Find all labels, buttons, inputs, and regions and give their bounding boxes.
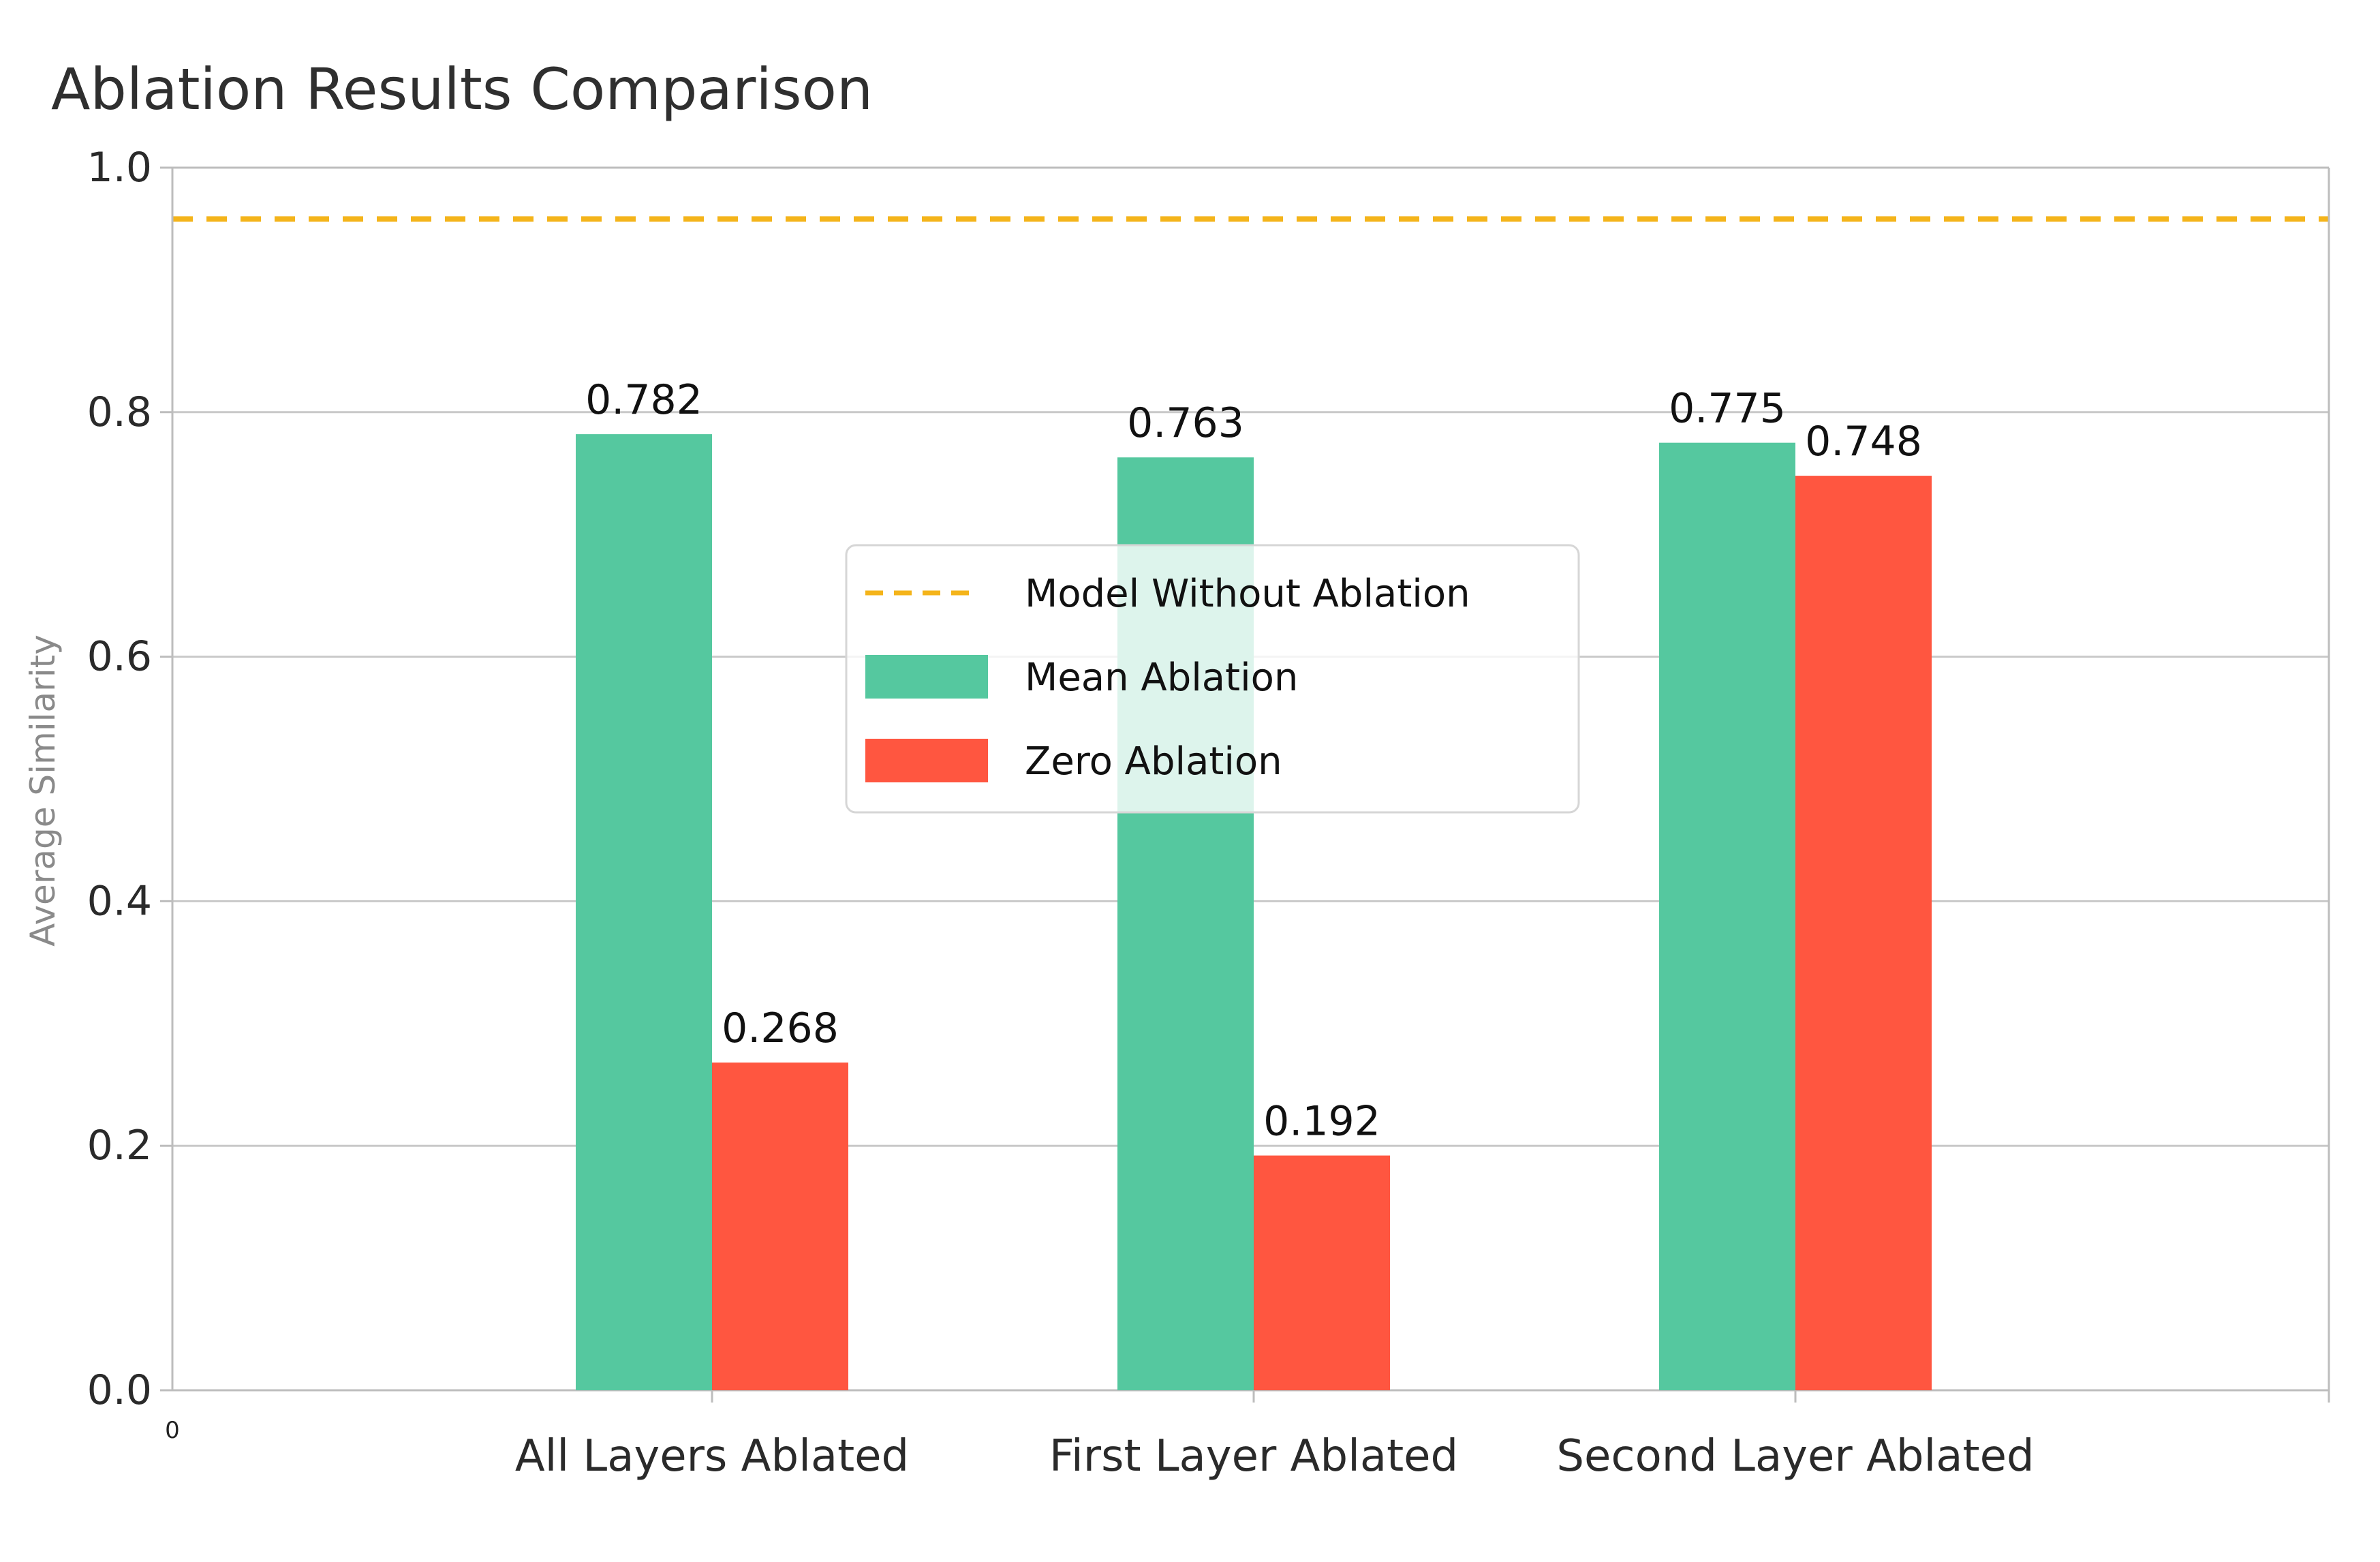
legend-label: Mean Ablation (1025, 656, 1298, 700)
x-tick-label: Second Layer Ablated (1556, 1431, 2034, 1482)
data-labels: 0.782 0.268 0.763 0.192 0.775 0.748 (585, 376, 1922, 1145)
data-label: 0.782 (585, 376, 702, 424)
legend-swatch-zero (865, 739, 988, 782)
data-label: 0.268 (722, 1005, 839, 1052)
legend-label: Model Without Ablation (1025, 572, 1470, 616)
legend: Model Without Ablation Mean Ablation Zero … (845, 544, 1580, 814)
legend-swatch-mean (865, 655, 988, 699)
axes: 0.0 0.2 0.4 0.6 0.8 1.0 All Layers Ablated Firs… (87, 144, 2330, 1482)
x-tick-label: All Layers Ablated (515, 1431, 909, 1482)
y-tick-label: 0.6 (87, 633, 152, 681)
y-tick-label: 0.0 (87, 1366, 152, 1414)
bar-zero-ablation (712, 1062, 848, 1390)
bar-zero-ablation (1795, 476, 1932, 1390)
y-tick-label: 0.8 (87, 388, 152, 436)
x-tick-label: First Layer Ablated (1049, 1431, 1458, 1482)
legend-box (845, 544, 1580, 814)
bar-zero-ablation (1254, 1155, 1390, 1390)
data-label: 0.192 (1263, 1098, 1380, 1146)
chart-title: Ablation Results Comparison (51, 56, 873, 123)
y-tick-label: 0.2 (87, 1122, 152, 1169)
data-label: 0.763 (1127, 399, 1244, 447)
bar-mean-ablation (576, 434, 712, 1390)
data-label: 0.748 (1805, 418, 1922, 465)
y-axis-label: Average Similarity (23, 634, 63, 947)
bar-mean-ablation (1659, 442, 1795, 1390)
x-corner-label: 0 (165, 1417, 180, 1444)
y-tick-label: 0.4 (87, 877, 152, 925)
data-label: 0.775 (1669, 385, 1786, 433)
y-tick-label: 1.0 (87, 144, 152, 192)
legend-label: Zero Ablation (1025, 739, 1282, 784)
